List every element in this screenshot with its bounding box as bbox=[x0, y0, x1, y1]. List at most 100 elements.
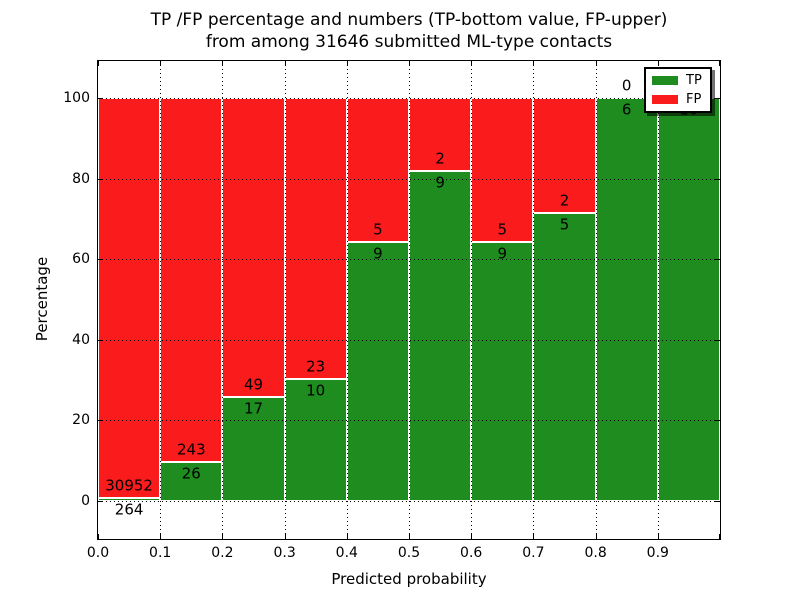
x-tick-mark bbox=[657, 61, 659, 66]
vertical-gridline bbox=[222, 61, 224, 539]
chart-title-line2: from among 31646 submitted ML-type conta… bbox=[205, 32, 613, 52]
y-tick-mark bbox=[715, 259, 720, 261]
fp-bar-segment bbox=[471, 98, 534, 242]
x-tick-mark bbox=[346, 534, 348, 539]
tp-count-label: 5 bbox=[559, 215, 570, 234]
x-tick-mark bbox=[284, 61, 286, 66]
x-tick-mark bbox=[533, 534, 535, 539]
x-tick-mark bbox=[719, 61, 720, 66]
fp-count-label: 49 bbox=[243, 375, 264, 394]
tp-legend-swatch bbox=[652, 76, 678, 85]
legend-label: FP bbox=[686, 92, 702, 107]
fp-count-label: 30952 bbox=[105, 476, 153, 495]
tp-count-label: 9 bbox=[373, 244, 383, 263]
x-tick-mark bbox=[284, 534, 286, 539]
y-tick-mark bbox=[98, 339, 103, 341]
tp-count-label: 9 bbox=[497, 244, 508, 263]
tp-bar-segment bbox=[657, 98, 720, 501]
x-tick-mark bbox=[160, 534, 162, 539]
y-tick-mark bbox=[715, 98, 720, 99]
fp-count-label: 5 bbox=[373, 220, 383, 239]
vertical-gridline bbox=[595, 61, 597, 539]
y-tick-label: 20 bbox=[72, 412, 90, 429]
tp-count-label: 26 bbox=[181, 464, 201, 483]
y-tick-mark bbox=[715, 178, 720, 180]
x-tick-mark bbox=[471, 61, 473, 66]
tp-bar-segment bbox=[533, 213, 596, 501]
y-tick-mark bbox=[98, 178, 103, 180]
tp-count-label: 17 bbox=[243, 399, 264, 418]
x-tick-label: 0.0 bbox=[86, 545, 110, 561]
tp-count-label: 264 bbox=[114, 500, 144, 519]
fp-count-label: 0 bbox=[621, 76, 632, 95]
x-tick-label: 0.8 bbox=[584, 545, 607, 561]
x-tick-mark bbox=[657, 534, 659, 539]
tp-bar-segment bbox=[346, 241, 409, 501]
y-tick-label: 0 bbox=[81, 493, 90, 509]
x-tick-mark bbox=[222, 534, 224, 539]
chart-title-line1: TP /FP percentage and numbers (TP-bottom… bbox=[150, 10, 668, 30]
y-axis-label: Percentage bbox=[33, 256, 51, 342]
y-tick-mark bbox=[98, 98, 103, 99]
tp-bar-segment bbox=[284, 378, 347, 501]
ticks-layer bbox=[98, 61, 720, 539]
x-tick-mark bbox=[346, 61, 348, 66]
x-tick-label: 0.6 bbox=[460, 545, 483, 561]
x-tick-mark bbox=[533, 61, 535, 66]
y-tick-mark bbox=[98, 420, 103, 422]
tp-bar-segment bbox=[98, 497, 161, 501]
x-tick-mark bbox=[719, 534, 720, 539]
vertical-gridline bbox=[409, 61, 410, 539]
fp-legend-swatch bbox=[652, 95, 678, 104]
x-tick-mark bbox=[471, 534, 473, 539]
y-tick-mark bbox=[715, 420, 720, 422]
fp-bar-segment bbox=[346, 98, 409, 242]
y-tick-label: 80 bbox=[72, 170, 90, 187]
bars-layer bbox=[98, 61, 720, 539]
fp-count-label: 23 bbox=[306, 357, 326, 376]
fp-count-label: 2 bbox=[435, 149, 445, 168]
x-tick-mark bbox=[595, 534, 597, 539]
vertical-gridline bbox=[471, 61, 473, 539]
y-tick-label: 40 bbox=[72, 331, 90, 348]
y-tick-mark bbox=[715, 501, 720, 502]
x-tick-mark bbox=[222, 61, 224, 66]
vertical-gridline bbox=[160, 61, 162, 539]
fp-bar-segment bbox=[160, 98, 223, 463]
x-tick-mark bbox=[160, 61, 162, 66]
fp-bar-segment bbox=[284, 98, 347, 379]
x-tick-label: 0.5 bbox=[397, 545, 421, 561]
fp-bar-segment bbox=[409, 98, 472, 172]
y-tick-mark bbox=[715, 339, 720, 341]
fp-count-label: 243 bbox=[176, 440, 206, 459]
fp-count-label: 5 bbox=[497, 220, 508, 239]
tp-bar-segment bbox=[222, 397, 285, 501]
legend-label: TP bbox=[686, 73, 702, 88]
fp-count-label: 2 bbox=[559, 191, 570, 210]
vertical-gridline bbox=[284, 61, 286, 539]
x-tick-mark bbox=[409, 61, 410, 66]
y-tick-mark bbox=[98, 259, 103, 261]
legend-item: FP bbox=[652, 93, 704, 106]
bar-labels-layer: 3095226424326491723105929592506010 bbox=[98, 61, 720, 539]
legend: TP FP bbox=[644, 67, 712, 113]
tp-count-label: 10 bbox=[306, 381, 326, 400]
vertical-gridline bbox=[533, 61, 535, 539]
x-tick-mark bbox=[98, 534, 99, 539]
x-tick-label: 0.1 bbox=[149, 545, 172, 561]
fp-bar-segment bbox=[533, 98, 596, 214]
y-tick-mark bbox=[98, 501, 103, 502]
x-axis-label: Predicted probability bbox=[331, 570, 487, 588]
y-tick-label: 60 bbox=[72, 251, 90, 268]
x-tick-label: 0.2 bbox=[211, 545, 234, 561]
grid-layer bbox=[98, 61, 720, 539]
x-tick-label: 0.9 bbox=[646, 545, 669, 561]
x-tick-label: 0.4 bbox=[335, 545, 358, 561]
x-tick-label: 0.7 bbox=[522, 545, 545, 561]
legend-item: TP bbox=[652, 74, 704, 87]
tp-count-label: 6 bbox=[621, 100, 632, 119]
vertical-gridline bbox=[657, 61, 659, 539]
vertical-gridline bbox=[346, 61, 348, 539]
